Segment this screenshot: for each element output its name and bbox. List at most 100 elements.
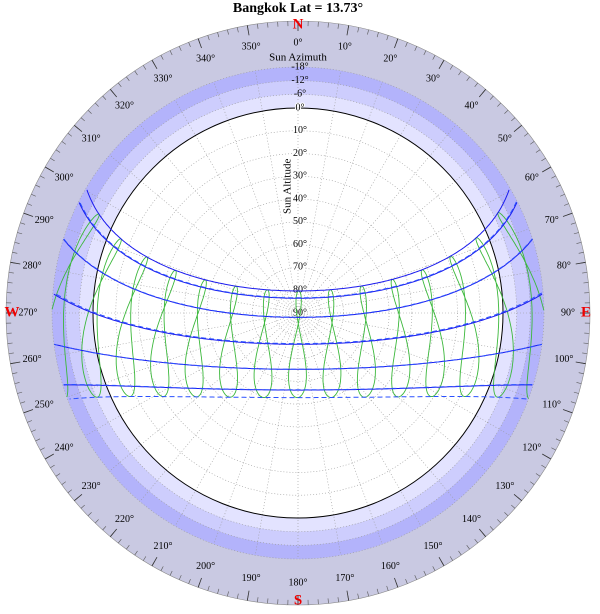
- azimuth-grid-line: [297, 312, 457, 502]
- azimuth-label: 200°: [196, 561, 215, 572]
- azimuth-label: 150°: [424, 541, 443, 552]
- azimuth-tick: [542, 453, 552, 460]
- analemma: [475, 237, 514, 398]
- minor-tick: [376, 588, 379, 594]
- minor-tick: [555, 438, 561, 442]
- azimuth-label: 270°: [19, 307, 38, 318]
- minor-tick: [541, 464, 546, 468]
- azimuth-tick: [438, 557, 445, 567]
- analemma: [51, 213, 100, 398]
- azimuth-label: 100°: [554, 354, 573, 365]
- azimuth-tick: [74, 124, 83, 133]
- azimuth-tick: [575, 361, 586, 365]
- minor-tick: [7, 342, 13, 344]
- minor-tick: [551, 175, 556, 179]
- azimuth-label: 260°: [23, 354, 42, 365]
- azimuth-tick: [513, 124, 522, 133]
- azimuth-grid-line: [139, 124, 299, 314]
- minor-tick: [474, 82, 479, 88]
- minor-tick: [474, 538, 479, 544]
- azimuth-title: Sun Azimuth: [269, 52, 327, 64]
- azimuth-tick: [197, 38, 202, 49]
- minor-tick: [117, 538, 122, 544]
- azimuth-label: 140°: [462, 514, 481, 525]
- altitude-label: -6°: [294, 89, 306, 100]
- sun-path: [69, 396, 527, 400]
- minor-tick: [40, 175, 45, 179]
- altitude-label: -12°: [291, 75, 308, 86]
- azimuth-label: 120°: [522, 442, 541, 453]
- minor-tick: [573, 232, 579, 235]
- minor-tick: [563, 203, 569, 206]
- minor-tick: [449, 556, 453, 561]
- altitude-grid-circle: [115, 130, 481, 496]
- minor-tick: [12, 372, 18, 375]
- minor-tick: [414, 46, 418, 51]
- minor-tick: [207, 35, 210, 41]
- minor-tick: [357, 593, 360, 599]
- azimuth-label: 300°: [55, 172, 74, 183]
- minor-tick: [578, 251, 584, 254]
- minor-tick: [50, 464, 55, 468]
- minor-tick: [14, 242, 20, 244]
- minor-tick: [466, 76, 470, 81]
- minor-tick: [327, 598, 329, 604]
- minor-tick: [31, 193, 36, 197]
- azimuth-tick: [246, 590, 250, 601]
- altitude-grid-circle: [206, 221, 390, 405]
- minor-tick: [523, 489, 529, 494]
- minor-tick: [87, 512, 92, 517]
- azimuth-label: 250°: [35, 400, 54, 411]
- azimuth-label: 340°: [196, 54, 215, 65]
- minor-tick: [458, 70, 462, 76]
- minor-tick: [555, 184, 561, 188]
- analemma: [150, 269, 177, 397]
- sun-path: [53, 343, 543, 370]
- sun-path: [53, 292, 543, 345]
- azimuth-label: 310°: [82, 134, 101, 145]
- azimuth-label: 80°: [557, 260, 571, 271]
- minor-tick: [578, 372, 584, 375]
- minor-tick: [466, 545, 470, 550]
- minor-tick: [423, 50, 427, 56]
- minor-tick: [582, 352, 588, 354]
- minor-tick: [207, 585, 210, 591]
- minor-tick: [143, 65, 147, 70]
- minor-tick: [14, 382, 20, 384]
- altitude-grid-circle: [183, 198, 413, 428]
- minor-tick: [126, 76, 130, 81]
- altitude-label: 10°: [293, 125, 307, 136]
- minor-tick: [458, 550, 462, 556]
- minor-tick: [160, 566, 164, 571]
- azimuth-tick: [513, 493, 522, 502]
- minor-tick: [117, 82, 122, 88]
- minor-tick: [188, 578, 191, 584]
- azimuth-tick: [246, 25, 250, 36]
- minor-tick: [489, 526, 494, 531]
- minor-tick: [227, 591, 229, 597]
- azimuth-label: 320°: [115, 100, 134, 111]
- azimuth-tick: [44, 166, 54, 173]
- minor-tick: [504, 512, 509, 517]
- azimuth-tick: [562, 409, 573, 414]
- minor-tick: [35, 184, 41, 188]
- azimuth-label: 180°: [289, 577, 308, 588]
- altitude-grid-circle: [274, 289, 322, 337]
- analemma: [288, 290, 307, 399]
- azimuth-tick: [346, 590, 350, 601]
- minor-tick: [386, 35, 389, 41]
- minor-tick: [386, 585, 389, 591]
- azimuth-tick: [575, 261, 586, 265]
- minor-tick: [357, 27, 360, 33]
- minor-tick: [55, 473, 61, 477]
- azimuth-grid-line: [297, 154, 487, 314]
- minor-tick: [87, 109, 92, 114]
- azimuth-grid-line: [213, 81, 299, 314]
- minor-tick: [414, 575, 418, 580]
- azimuth-grid-line: [297, 99, 422, 314]
- analemma: [81, 238, 122, 398]
- minor-tick: [337, 23, 339, 29]
- azimuth-label: 10°: [338, 41, 352, 52]
